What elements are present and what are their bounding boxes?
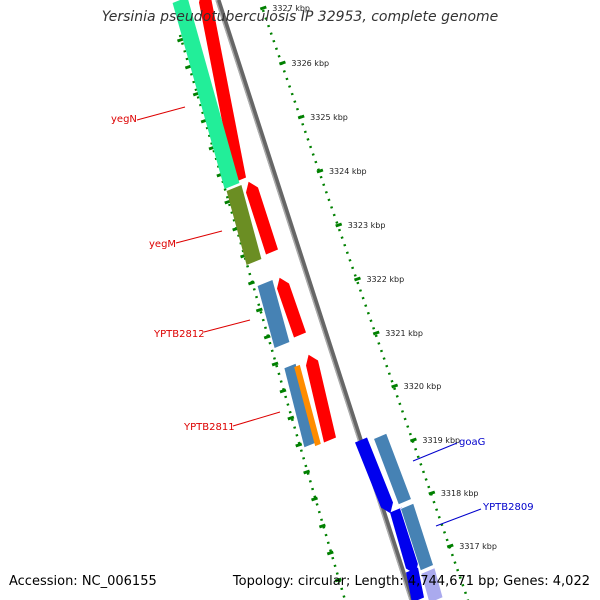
kbp-tick-label: 3326 kbp <box>291 59 329 68</box>
accession-text: Accession: NC_006155 <box>9 574 157 589</box>
kbp-tick-label: 3324 kbp <box>329 167 367 176</box>
cds-forward-4 <box>306 354 336 443</box>
cds-forward-1 <box>199 0 246 183</box>
inner-tick-mark <box>326 550 334 556</box>
kbp-tick-mark <box>316 168 324 174</box>
gene-reverse-3 <box>421 568 443 600</box>
genome-summary-text: Topology: circular; Length: 4,744,671 bp… <box>232 574 590 589</box>
gene-YPTB2811 <box>284 363 316 448</box>
inner-tick-mark <box>311 496 318 502</box>
kbp-tick-label: 3320 kbp <box>404 382 442 391</box>
kbp-tick-label: 3317 kbp <box>459 542 497 551</box>
inner-tick-mark <box>247 280 255 286</box>
gene-leader-line <box>412 442 458 462</box>
inner-tick-mark <box>263 334 271 340</box>
gene-label: yegM <box>149 239 176 250</box>
gene-label: YPTB2812 <box>153 329 205 340</box>
gene-leader-line <box>232 411 281 427</box>
inner-tick-mark <box>176 37 184 43</box>
kbp-tick-label: 3323 kbp <box>348 221 386 230</box>
kbp-tick-label: 3318 kbp <box>441 489 479 498</box>
kbp-tick-label: 3327 kbp <box>272 4 310 13</box>
cds-forward-2 <box>246 181 278 255</box>
inner-tick-mark <box>271 361 279 367</box>
gene-label: YPTB2811 <box>183 422 235 433</box>
inner-tick-mark <box>334 577 342 583</box>
kbp-tick-mark <box>409 437 417 443</box>
gene-yegM <box>226 185 262 265</box>
genome-backbone <box>215 0 415 600</box>
inner-tick-mark <box>255 307 263 313</box>
gene-YPTB2812 <box>257 280 290 348</box>
gene-leader-line <box>435 508 482 527</box>
kbp-tick-mark <box>353 276 361 282</box>
kbp-tick-mark <box>259 5 267 11</box>
kbp-tick-mark <box>391 383 399 389</box>
genome-backbone-highlight <box>215 0 411 600</box>
gene-yegN <box>172 0 240 189</box>
gene-goaG <box>372 432 413 506</box>
kbp-tick-mark <box>446 543 454 549</box>
kbp-tick-label: 3321 kbp <box>385 329 423 338</box>
gene-YPTB2809 <box>400 502 434 572</box>
gene-leader-line <box>136 106 186 121</box>
kbp-tick-label: 3319 kbp <box>422 436 460 445</box>
gene-label: YPTB2809 <box>482 502 534 513</box>
kbp-tick-mark <box>278 60 286 66</box>
gene-leader-line <box>203 319 251 333</box>
cds-reverse-2 <box>390 507 418 575</box>
kbp-tick-label: 3322 kbp <box>366 275 404 284</box>
inner-tick-mark <box>318 523 326 529</box>
gene-leader-line <box>175 230 223 244</box>
cds-forward-3 <box>277 277 306 338</box>
kbp-tick-mark <box>297 114 305 120</box>
kbp-tick-mark <box>372 330 380 336</box>
kbp-tick-mark <box>428 490 436 496</box>
inner-tick-mark <box>287 415 295 421</box>
outer-tick-track <box>261 9 470 600</box>
gene-YPTB2811-orange <box>294 364 321 447</box>
cds-reverse-1 <box>355 437 393 514</box>
map-title: Yersinia pseudotuberculosis IP 32953, co… <box>101 9 499 25</box>
gene-label: yegN <box>111 114 137 125</box>
gene-label: goaG <box>459 437 485 448</box>
kbp-tick-mark <box>335 222 343 228</box>
inner-tick-mark <box>303 469 311 475</box>
inner-tick-mark <box>279 388 287 394</box>
kbp-tick-label: 3325 kbp <box>310 113 348 122</box>
cds-reverse-3 <box>406 567 424 600</box>
inner-tick-mark <box>295 442 303 448</box>
